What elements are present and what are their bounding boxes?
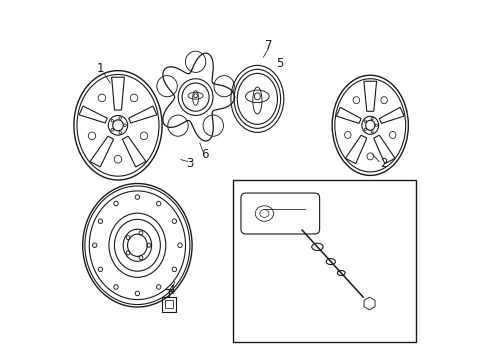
Text: 1: 1: [97, 62, 104, 75]
Text: 5: 5: [276, 57, 284, 70]
Text: 6: 6: [201, 148, 208, 161]
Bar: [163, 297, 176, 312]
Bar: [165, 300, 173, 308]
Bar: [233, 180, 416, 342]
Text: 2: 2: [381, 157, 388, 170]
Text: 7: 7: [265, 39, 273, 52]
Text: 3: 3: [187, 157, 194, 170]
Text: 4: 4: [168, 284, 175, 297]
